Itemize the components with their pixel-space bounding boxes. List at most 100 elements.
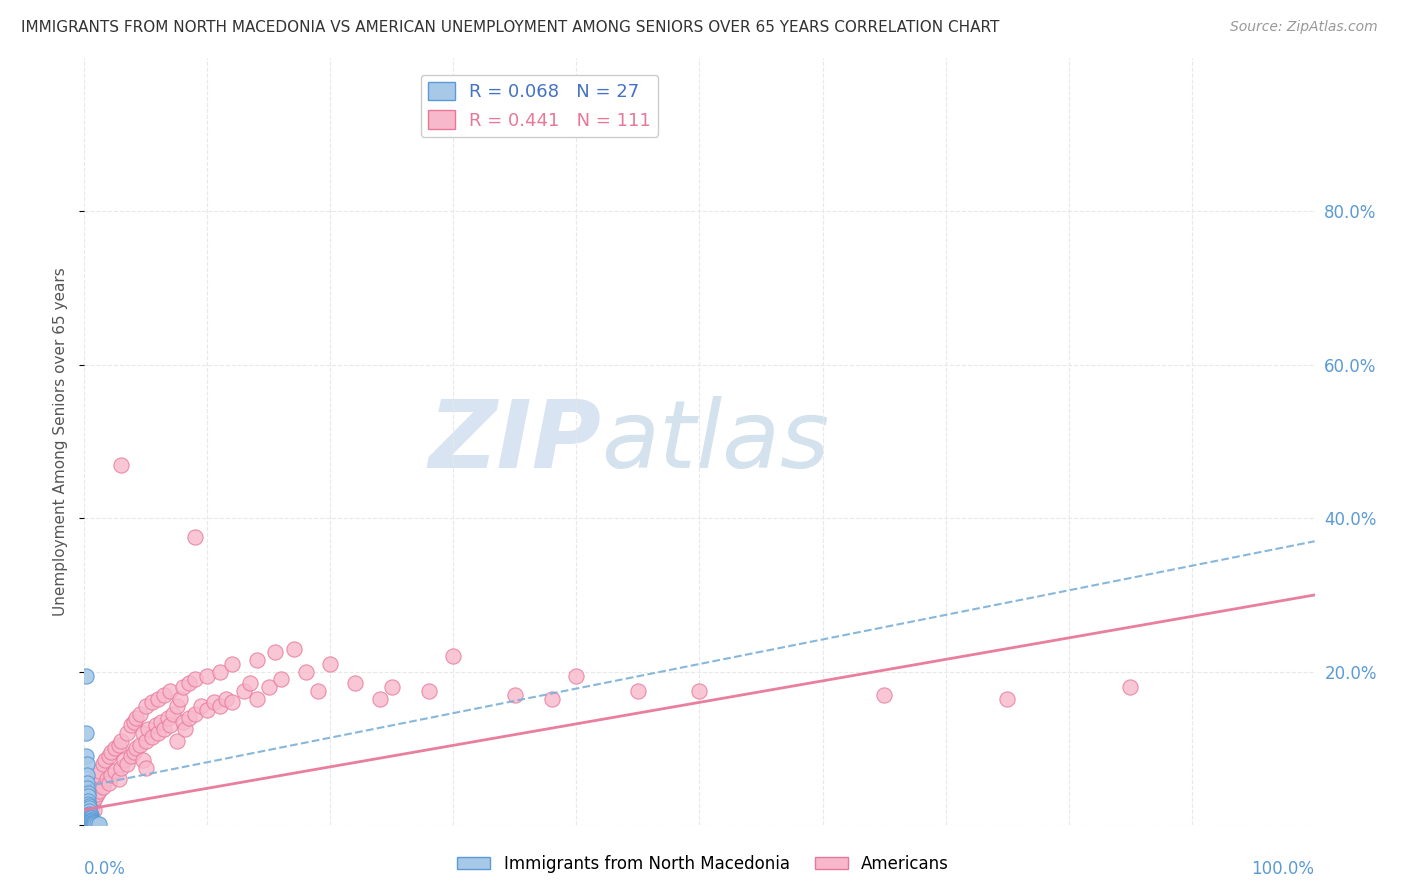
Point: [138, 723, 160, 737]
Point: [627, 684, 650, 698]
Point: [145, 718, 167, 732]
Point: [177, 676, 200, 690]
Point: [184, 673, 207, 687]
Point: [141, 730, 163, 744]
Point: [98, 776, 120, 790]
Point: [166, 733, 188, 747]
Point: [76, 756, 98, 771]
Legend: Immigrants from North Macedonia, Americans: Immigrants from North Macedonia, America…: [450, 848, 956, 880]
Point: [79, 801, 101, 815]
Point: [541, 691, 564, 706]
Point: [120, 749, 142, 764]
Point: [565, 668, 588, 682]
Point: [79, 805, 101, 819]
Point: [162, 706, 184, 721]
Legend: R = 0.068   N = 27, R = 0.441   N = 111: R = 0.068 N = 27, R = 0.441 N = 111: [420, 75, 658, 136]
Point: [135, 699, 157, 714]
Point: [344, 676, 367, 690]
Point: [110, 458, 132, 472]
Point: [75, 668, 97, 682]
Point: [86, 788, 108, 802]
Point: [208, 699, 231, 714]
Point: [84, 791, 107, 805]
Point: [96, 772, 118, 786]
Point: [689, 684, 711, 698]
Point: [82, 815, 104, 830]
Point: [135, 760, 157, 774]
Point: [153, 688, 176, 702]
Point: [381, 680, 404, 694]
Text: 0.0%: 0.0%: [84, 860, 127, 878]
Point: [94, 753, 117, 767]
Point: [153, 723, 176, 737]
Point: [132, 726, 155, 740]
Point: [503, 688, 526, 702]
Point: [83, 803, 105, 817]
Point: [873, 688, 896, 702]
Point: [122, 745, 145, 759]
Point: [84, 816, 107, 830]
Point: [87, 783, 111, 797]
Point: [307, 684, 329, 698]
Text: IMMIGRANTS FROM NORTH MACEDONIA VS AMERICAN UNEMPLOYMENT AMONG SENIORS OVER 65 Y: IMMIGRANTS FROM NORTH MACEDONIA VS AMERI…: [21, 20, 1000, 35]
Point: [157, 711, 180, 725]
Point: [80, 799, 103, 814]
Point: [132, 753, 155, 767]
Point: [77, 789, 100, 803]
Point: [120, 718, 142, 732]
Point: [79, 806, 101, 821]
Point: [76, 768, 98, 782]
Point: [108, 738, 131, 752]
Point: [82, 780, 104, 794]
Point: [110, 760, 132, 774]
Point: [100, 745, 122, 759]
Point: [208, 665, 231, 679]
Text: ZIP: ZIP: [429, 395, 602, 488]
Point: [270, 673, 292, 687]
Point: [159, 718, 181, 732]
Point: [215, 691, 238, 706]
Text: atlas: atlas: [602, 396, 830, 487]
Point: [197, 668, 219, 682]
Point: [135, 733, 157, 747]
Point: [148, 691, 170, 706]
Point: [75, 726, 97, 740]
Point: [91, 780, 114, 794]
Point: [246, 653, 269, 667]
Point: [76, 781, 98, 796]
Point: [77, 810, 100, 824]
Point: [75, 749, 97, 764]
Point: [104, 741, 127, 756]
Point: [86, 768, 108, 782]
Point: [257, 680, 280, 694]
Point: [172, 680, 194, 694]
Point: [166, 699, 188, 714]
Point: [87, 817, 111, 831]
Point: [80, 783, 103, 797]
Point: [79, 788, 101, 802]
Point: [125, 711, 148, 725]
Point: [75, 791, 97, 805]
Point: [128, 738, 150, 752]
Point: [77, 797, 100, 811]
Point: [76, 795, 98, 809]
Point: [418, 684, 440, 698]
Point: [221, 695, 243, 709]
Point: [104, 764, 127, 779]
Point: [83, 776, 105, 790]
Point: [86, 816, 108, 830]
Point: [77, 786, 100, 800]
Point: [79, 810, 101, 824]
Point: [149, 714, 172, 729]
Point: [110, 733, 132, 747]
Point: [83, 815, 105, 830]
Y-axis label: Unemployment Among Seniors over 65 years: Unemployment Among Seniors over 65 years: [53, 268, 69, 615]
Point: [125, 741, 148, 756]
Point: [77, 799, 100, 814]
Point: [108, 772, 131, 786]
Point: [122, 714, 145, 729]
Point: [172, 714, 194, 729]
Point: [82, 815, 104, 830]
Point: [80, 814, 103, 828]
Point: [82, 795, 104, 809]
